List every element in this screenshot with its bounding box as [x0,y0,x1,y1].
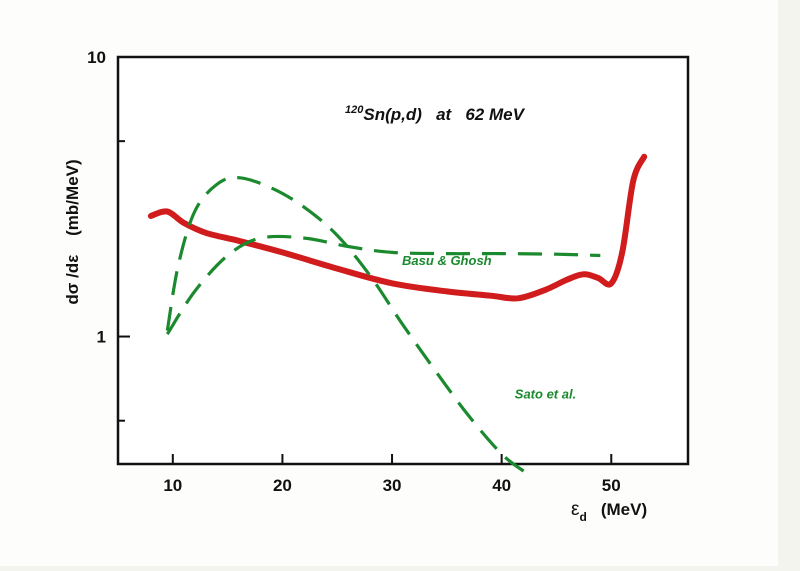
series-sato [165,175,525,473]
x-axis-symbol: ε [571,499,580,520]
y-tick-label: 10 [87,48,106,67]
series-annotation: Sato et al. [515,387,576,402]
x-axis-subscript: d [579,510,586,524]
series-basu-ghosh [165,234,601,335]
y-tick-label: 1 [97,328,106,347]
series-measured-red [147,153,648,302]
chart-title-superscript: 120 [345,104,364,116]
x-axis-unit: (MeV) [601,500,647,519]
plot-area [116,55,690,466]
x-tick-label: 20 [273,476,292,495]
x-tick-label: 40 [492,476,511,495]
series-layer [147,153,648,473]
labels-layer: 120Sn(p,d) at 62 MeV dσ /dε (mb/MeV) εd(… [63,104,647,524]
x-tick-label: 30 [383,476,402,495]
axis-ticks: 10 20 30 40 50 1 10 [87,48,621,495]
series-annotation: Basu & Ghosh [402,253,492,268]
y-axis-label: dσ /dε (mb/MeV) [63,159,82,304]
x-tick-label: 50 [602,476,621,495]
chart-title-main: Sn(p,d) at 62 MeV [363,105,525,124]
x-axis-label: εd (MeV) [571,499,647,524]
chart-title: 120Sn(p,d) at 62 MeV [345,104,526,124]
x-tick-label: 10 [163,476,182,495]
